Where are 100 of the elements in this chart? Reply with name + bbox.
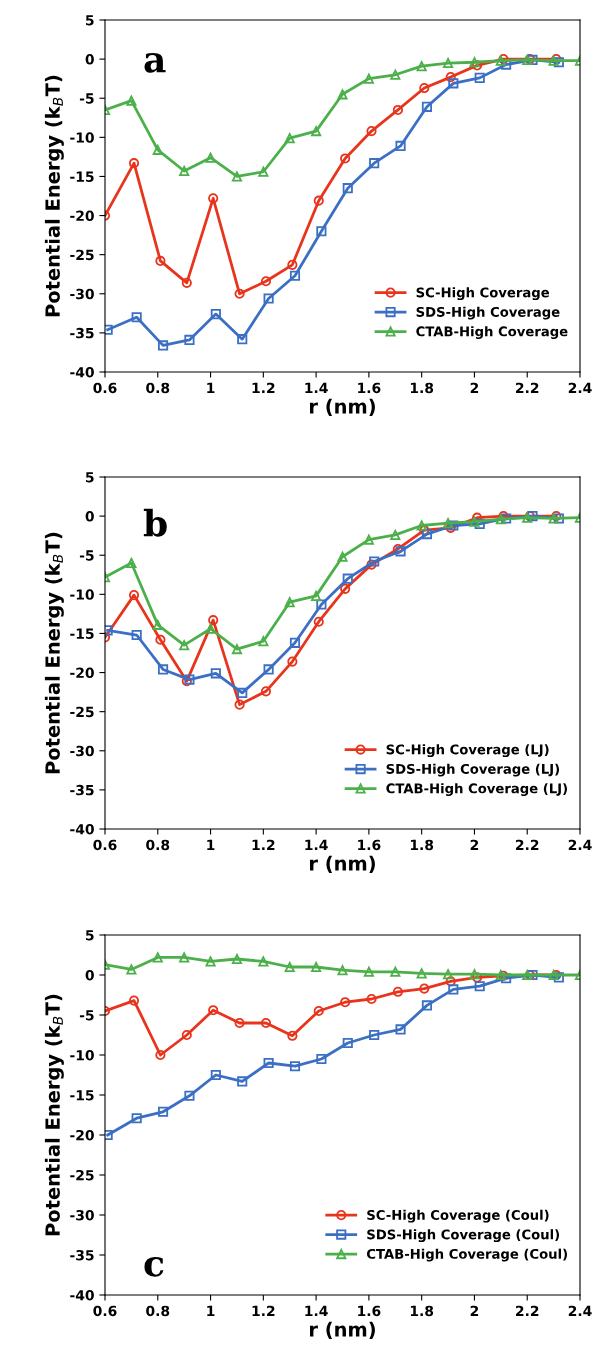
legend-label: CTAB-High Coverage — [416, 326, 568, 340]
x-tick-label: 1.8 — [410, 839, 434, 851]
point — [181, 277, 192, 288]
point — [210, 309, 221, 320]
x-axis-title: r (nm) — [310, 1321, 375, 1339]
point — [157, 340, 169, 351]
y-tick-label: -30 — [70, 288, 94, 300]
point — [366, 126, 377, 137]
y-tick-label: -5 — [79, 1010, 94, 1021]
point — [234, 1017, 245, 1029]
x-tick-label: 0.8 — [146, 382, 170, 394]
point — [416, 520, 427, 531]
point — [231, 953, 243, 965]
x-axis-title: r (nm) — [310, 398, 375, 416]
x-tick-label: 2.2 — [516, 839, 539, 850]
y-axis-title: Potential Energy (k$_{B}$T) — [44, 75, 64, 317]
y-tick-label: -20 — [70, 667, 94, 679]
point — [392, 986, 403, 997]
x-tick-label: 0.6 — [93, 1305, 117, 1317]
point — [390, 529, 401, 540]
x-tick-label: 1.6 — [358, 382, 381, 394]
point — [392, 104, 403, 116]
point — [448, 984, 459, 995]
point — [131, 1113, 142, 1124]
point — [316, 599, 327, 610]
y-tick-label: -40 — [70, 366, 94, 378]
x-tick-label: 2.4 — [568, 382, 592, 393]
point — [287, 1030, 298, 1041]
point — [208, 615, 219, 626]
point — [342, 1037, 353, 1049]
point — [152, 144, 163, 155]
point — [152, 952, 163, 963]
y-tick-label: 5 — [85, 15, 94, 26]
point — [474, 981, 485, 992]
x-tick-label: 0.6 — [93, 839, 117, 851]
point — [369, 1029, 380, 1041]
point — [234, 699, 245, 710]
x-tick-label: 1 — [207, 1305, 215, 1316]
y-tick-label: -30 — [70, 1209, 94, 1221]
point — [311, 590, 322, 601]
point — [131, 312, 142, 323]
point — [419, 82, 430, 94]
y-tick-label: 0 — [85, 54, 94, 65]
point — [442, 57, 454, 69]
x-tick-label: 1.4 — [305, 1305, 328, 1316]
x-tick-label: 1.4 — [305, 382, 328, 393]
point — [234, 288, 245, 299]
y-tick-label: -15 — [70, 1090, 94, 1101]
y-tick-label: -20 — [70, 210, 94, 222]
y-axis-title: Potential Energy (k$_{B}$T) — [44, 532, 64, 774]
point — [208, 1005, 219, 1016]
point — [421, 101, 433, 112]
y-tick-label: -30 — [70, 745, 94, 757]
annotation: b — [143, 508, 167, 537]
point — [442, 969, 454, 980]
point — [263, 1057, 274, 1069]
point — [419, 983, 430, 994]
point — [155, 634, 166, 645]
point — [131, 629, 142, 641]
point — [205, 152, 216, 163]
point — [340, 583, 351, 594]
point — [316, 1053, 327, 1065]
x-tick-label: 1.8 — [410, 1305, 434, 1317]
y-tick-label: -15 — [70, 171, 94, 182]
point — [157, 1106, 169, 1117]
point — [205, 956, 216, 967]
legend-label: SDS-High Coverage (LJ) — [386, 763, 560, 777]
point — [128, 995, 140, 1006]
y-tick-label: -35 — [70, 1249, 94, 1261]
x-tick-label: 1.6 — [358, 1305, 381, 1317]
point — [289, 1061, 301, 1072]
point — [342, 183, 353, 194]
y-tick-label: -15 — [70, 628, 94, 639]
legend-label: SC-High Coverage — [416, 287, 550, 301]
point — [311, 126, 322, 137]
x-tick-label: 1.8 — [410, 382, 434, 394]
x-tick-label: 1.6 — [358, 839, 381, 851]
point — [287, 656, 298, 667]
point — [313, 616, 324, 627]
point — [258, 166, 269, 177]
x-tick-label: 2.2 — [516, 382, 539, 393]
point — [258, 956, 269, 967]
point — [184, 1090, 195, 1101]
point — [157, 664, 169, 675]
point — [284, 961, 295, 973]
x-tick-label: 2 — [470, 1305, 479, 1316]
point — [128, 158, 140, 169]
point — [155, 1049, 166, 1061]
point — [363, 73, 374, 84]
point — [313, 195, 324, 206]
point — [237, 687, 248, 698]
x-tick-label: 2 — [470, 382, 479, 393]
point — [210, 1069, 221, 1081]
y-tick-label: -5 — [79, 93, 94, 104]
point — [179, 640, 190, 651]
y-tick-label: 5 — [85, 930, 94, 941]
point — [231, 644, 243, 655]
point — [501, 59, 512, 70]
x-tick-label: 1.2 — [252, 839, 275, 850]
y-tick-label: -5 — [79, 550, 94, 561]
